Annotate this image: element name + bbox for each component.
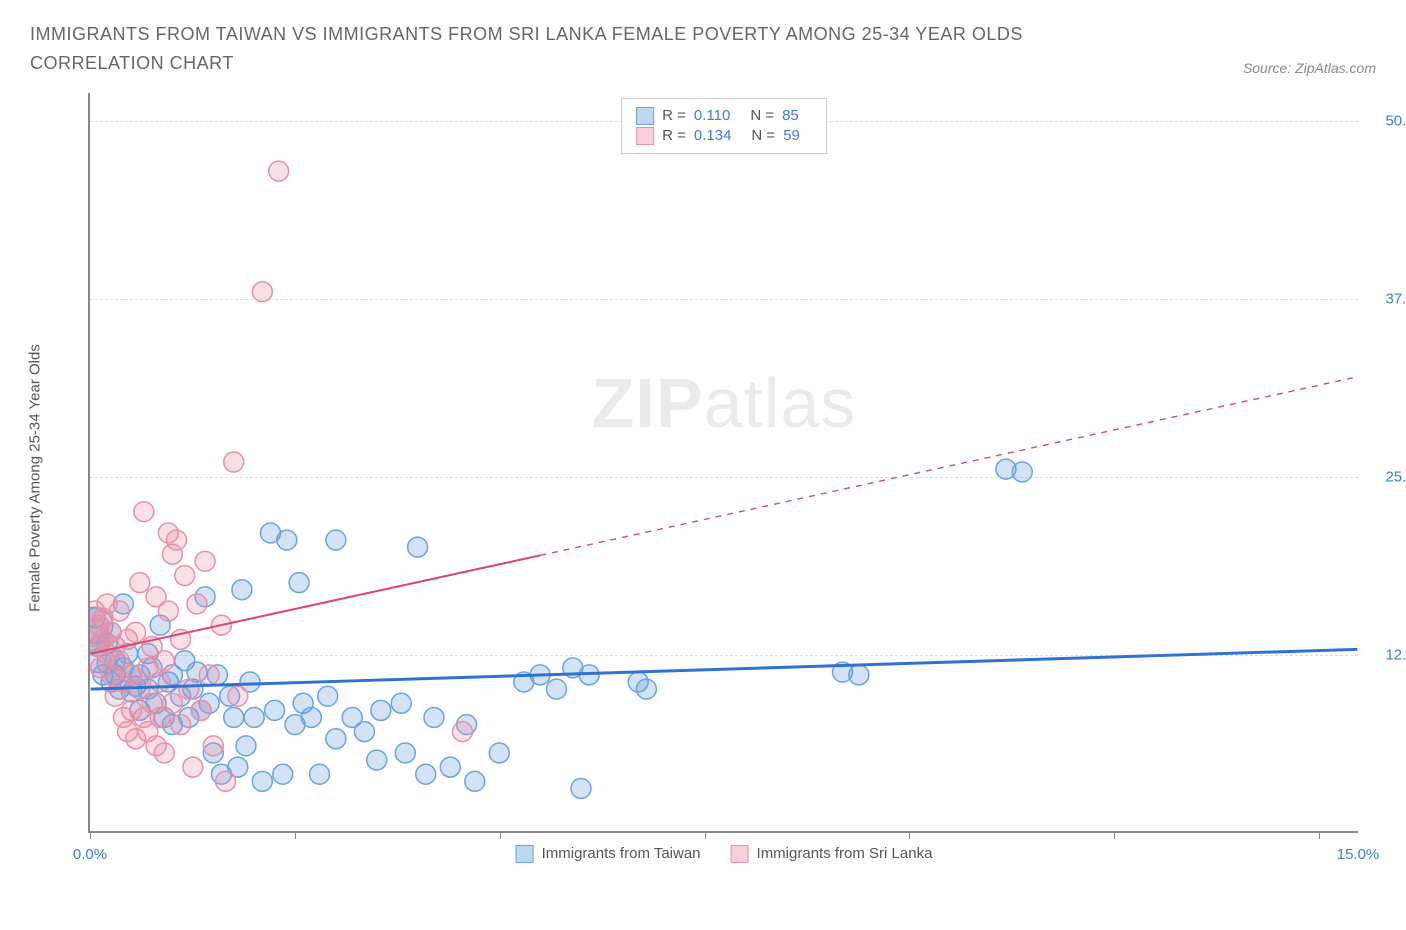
scatter-point	[171, 714, 191, 734]
scatter-point	[126, 622, 146, 642]
n-value: 59	[783, 127, 800, 144]
n-label: N =	[750, 107, 774, 124]
legend-stats-row: R = 0.134 N = 59	[636, 127, 812, 145]
scatter-point	[326, 728, 346, 748]
scatter-point	[109, 601, 129, 621]
scatter-point	[416, 764, 436, 784]
y-axis-label: Female Poverty Among 25-34 Year Olds	[27, 344, 44, 612]
n-label: N =	[751, 127, 775, 144]
scatter-point	[849, 665, 869, 685]
scatter-point	[167, 530, 187, 550]
scatter-point	[465, 771, 485, 791]
scatter-point	[252, 281, 272, 301]
x-tick	[1114, 831, 1115, 839]
scatter-point	[273, 764, 293, 784]
legend-label: Immigrants from Taiwan	[542, 845, 701, 862]
legend-swatch-srilanka	[636, 127, 654, 145]
scatter-point	[269, 161, 289, 181]
y-tick-label: 25.0%	[1368, 468, 1406, 485]
scatter-point	[424, 707, 444, 727]
scatter-point	[244, 707, 264, 727]
legend-item-taiwan: Immigrants from Taiwan	[516, 845, 701, 863]
scatter-point	[391, 693, 411, 713]
x-axis-min-label: 0.0%	[73, 846, 107, 863]
scatter-point	[179, 679, 199, 699]
y-tick-label: 50.0%	[1368, 113, 1406, 130]
scatter-point	[252, 771, 272, 791]
scatter-point	[371, 700, 391, 720]
scatter-point	[150, 672, 170, 692]
scatter-point	[289, 572, 309, 592]
legend-swatch-icon	[731, 845, 749, 863]
r-label: R =	[662, 107, 686, 124]
x-tick	[705, 831, 706, 839]
y-tick-label: 37.5%	[1368, 290, 1406, 307]
scatter-point	[367, 750, 387, 770]
n-value: 85	[782, 107, 799, 124]
legend-swatch-icon	[516, 845, 534, 863]
scatter-point	[1012, 462, 1032, 482]
x-tick	[909, 831, 910, 839]
legend-bottom: Immigrants from Taiwan Immigrants from S…	[516, 845, 933, 863]
source-attribution: Source: ZipAtlas.com	[1243, 60, 1376, 76]
scatter-point	[265, 700, 285, 720]
scatter-point	[636, 679, 656, 699]
scatter-point	[354, 721, 374, 741]
scatter-point	[453, 721, 473, 741]
x-axis-max-label: 15.0%	[1337, 846, 1380, 863]
scatter-point	[162, 693, 182, 713]
scatter-point	[216, 771, 236, 791]
scatter-point	[395, 743, 415, 763]
scatter-point	[277, 530, 297, 550]
legend-stats-row: R = 0.110 N = 85	[636, 107, 812, 125]
plot-area: ZIPatlas R = 0.110 N = 85 R = 0.134 N = …	[88, 93, 1358, 833]
scatter-point	[158, 601, 178, 621]
scatter-point	[489, 743, 509, 763]
scatter-point	[310, 764, 330, 784]
chart-container: Female Poverty Among 25-34 Year Olds ZIP…	[70, 93, 1390, 863]
legend-item-srilanka: Immigrants from Sri Lanka	[731, 845, 933, 863]
scatter-point	[318, 686, 338, 706]
scatter-point	[154, 743, 174, 763]
scatter-point	[571, 778, 591, 798]
scatter-svg	[90, 93, 1358, 831]
scatter-point	[232, 579, 252, 599]
scatter-point	[236, 735, 256, 755]
x-tick	[500, 831, 501, 839]
x-tick	[90, 831, 91, 839]
trendline-dashed	[540, 376, 1357, 555]
legend-label: Immigrants from Sri Lanka	[757, 845, 933, 862]
scatter-point	[440, 757, 460, 777]
scatter-point	[301, 707, 321, 727]
y-tick-label: 12.5%	[1368, 646, 1406, 663]
scatter-point	[224, 707, 244, 727]
x-tick	[1319, 831, 1320, 839]
trendline-solid	[91, 649, 1358, 689]
scatter-point	[195, 551, 215, 571]
scatter-point	[203, 735, 223, 755]
scatter-point	[187, 594, 207, 614]
r-value: 0.110	[694, 107, 730, 124]
scatter-point	[326, 530, 346, 550]
chart-title: IMMIGRANTS FROM TAIWAN VS IMMIGRANTS FRO…	[30, 20, 1130, 78]
scatter-point	[408, 537, 428, 557]
scatter-point	[224, 452, 244, 472]
scatter-point	[175, 565, 195, 585]
x-tick	[295, 831, 296, 839]
scatter-point	[191, 700, 211, 720]
r-label: R =	[662, 127, 686, 144]
scatter-point	[154, 650, 174, 670]
scatter-point	[130, 572, 150, 592]
scatter-point	[228, 686, 248, 706]
legend-stats-box: R = 0.110 N = 85 R = 0.134 N = 59	[621, 98, 827, 154]
scatter-point	[134, 501, 154, 521]
r-value: 0.134	[694, 127, 732, 144]
scatter-point	[183, 757, 203, 777]
legend-swatch-taiwan	[636, 107, 654, 125]
scatter-point	[199, 665, 219, 685]
scatter-point	[547, 679, 567, 699]
